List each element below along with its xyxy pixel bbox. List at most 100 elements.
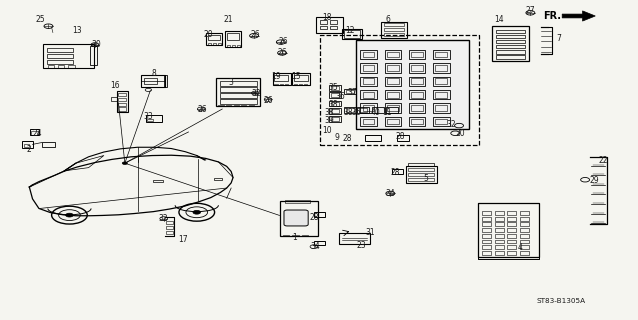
Bar	[507, 240, 516, 244]
Bar	[409, 63, 426, 73]
Text: FR.: FR.	[543, 11, 561, 21]
Bar	[212, 44, 216, 45]
Bar	[205, 33, 222, 45]
Bar	[363, 119, 375, 124]
Bar	[482, 240, 491, 244]
Bar	[433, 50, 450, 59]
Text: 22: 22	[598, 156, 607, 164]
Bar	[329, 101, 341, 107]
Text: 36: 36	[336, 92, 346, 101]
Bar	[433, 90, 450, 100]
Text: 9: 9	[334, 133, 339, 142]
Text: 38: 38	[324, 108, 334, 117]
Text: 28: 28	[390, 168, 400, 177]
Bar	[382, 22, 407, 38]
Bar	[43, 44, 94, 68]
Bar	[365, 134, 381, 141]
Polygon shape	[562, 11, 595, 21]
Bar	[409, 90, 426, 100]
Bar	[494, 228, 503, 232]
Bar	[436, 119, 447, 124]
Bar	[482, 228, 491, 232]
Bar	[385, 63, 401, 73]
Text: ST83-B1305A: ST83-B1305A	[537, 298, 586, 304]
Bar	[345, 89, 356, 94]
Bar	[273, 73, 291, 85]
Bar	[31, 131, 38, 134]
Bar	[387, 105, 399, 111]
Bar	[409, 103, 426, 113]
Text: 32: 32	[252, 89, 262, 98]
Bar	[409, 76, 426, 86]
Bar	[482, 222, 491, 226]
Bar	[329, 116, 341, 122]
Text: 33: 33	[144, 112, 153, 121]
Bar	[316, 17, 343, 33]
Bar	[482, 245, 491, 249]
Bar	[119, 93, 126, 96]
Bar	[433, 103, 450, 113]
Bar	[494, 234, 503, 238]
Bar	[339, 233, 370, 244]
Bar	[433, 117, 450, 126]
Bar	[385, 117, 401, 126]
Bar	[331, 109, 339, 113]
Bar	[119, 108, 126, 111]
Bar	[47, 54, 73, 58]
Bar	[408, 168, 434, 172]
Bar	[164, 75, 168, 87]
Bar	[363, 105, 375, 111]
FancyBboxPatch shape	[284, 210, 308, 226]
Bar	[520, 228, 529, 232]
Bar	[412, 92, 423, 98]
Bar	[494, 222, 503, 226]
Bar	[30, 129, 39, 135]
Bar	[22, 141, 33, 148]
Bar	[494, 211, 503, 215]
Bar	[24, 144, 29, 147]
Bar	[433, 63, 450, 73]
Circle shape	[66, 213, 73, 217]
Bar	[507, 217, 516, 220]
Text: 7: 7	[556, 34, 561, 43]
Bar	[226, 45, 230, 47]
Text: 19: 19	[271, 72, 281, 81]
Bar	[384, 33, 404, 36]
Text: 5: 5	[424, 174, 428, 183]
Bar	[226, 105, 231, 107]
Bar	[331, 102, 339, 106]
Text: 37: 37	[347, 88, 357, 97]
Bar	[387, 92, 399, 98]
Bar	[237, 45, 240, 47]
Bar	[219, 93, 256, 98]
Bar	[285, 200, 310, 203]
Bar	[507, 234, 516, 238]
Bar	[218, 105, 223, 107]
Bar	[387, 107, 398, 113]
Bar	[387, 78, 399, 84]
Bar	[330, 26, 337, 29]
Bar	[507, 228, 516, 232]
Bar	[299, 84, 302, 85]
Bar	[293, 75, 308, 81]
Bar	[496, 40, 525, 44]
Bar	[329, 92, 341, 98]
Text: 26: 26	[251, 30, 260, 39]
Bar	[520, 234, 529, 238]
Bar	[283, 235, 289, 236]
Text: 30: 30	[91, 40, 101, 49]
Bar	[302, 235, 308, 236]
Bar	[146, 116, 162, 122]
Bar	[385, 90, 401, 100]
Text: 25: 25	[35, 15, 45, 24]
Bar	[141, 75, 165, 87]
Bar	[234, 105, 239, 107]
Bar	[167, 220, 173, 224]
Text: 34: 34	[310, 242, 320, 251]
Bar	[214, 178, 221, 180]
Bar	[331, 117, 339, 121]
Text: 20: 20	[204, 30, 213, 39]
Text: 1: 1	[292, 233, 297, 242]
Bar	[226, 33, 239, 40]
Bar	[494, 240, 503, 244]
